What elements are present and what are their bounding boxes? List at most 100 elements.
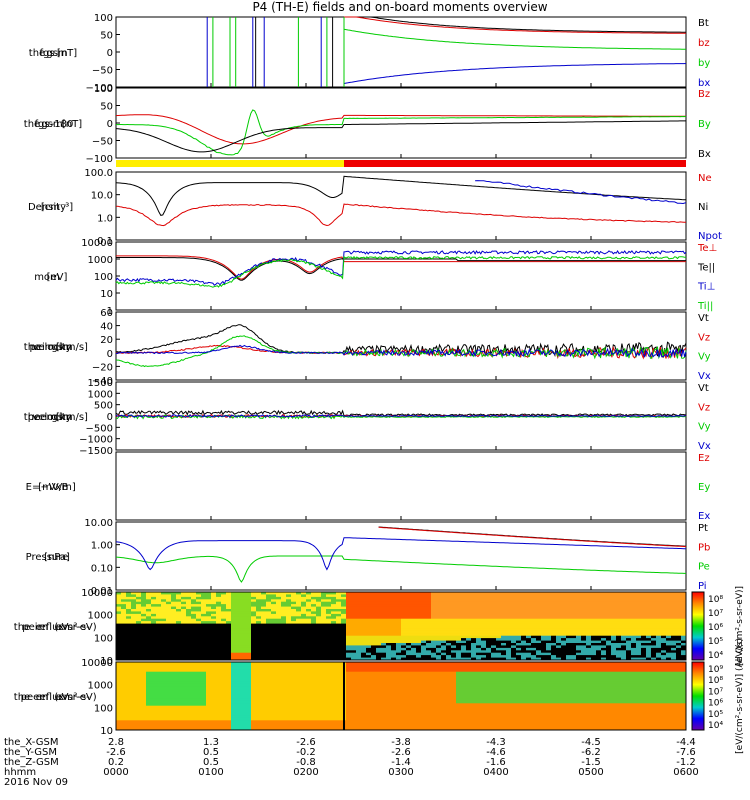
axis-row-value: -1.2 [676, 757, 696, 768]
axis-row-value: -2.6 [106, 747, 126, 758]
axis-row-value: 2.8 [108, 737, 124, 748]
ytick-label-temperature: 1000 [88, 255, 113, 266]
svg-text:[mV/m]: [mV/m] [38, 482, 76, 493]
series-bz [344, 16, 686, 34]
svg-text:eV: eV [56, 692, 69, 703]
svg-text:fgs: fgs [34, 119, 49, 130]
series-peem-Vx [115, 414, 687, 418]
ytick-label-fgs: 50 [100, 31, 113, 42]
svg-text:velocity: velocity [32, 412, 71, 423]
ytick-label-temperature: 10000 [81, 238, 113, 249]
figure-title: P4 (TH-E) fields and on-board moments ov… [252, 0, 548, 14]
axis-row-value: -1.5 [581, 757, 601, 768]
axis-row-value: -4.3 [486, 737, 506, 748]
axis-row-value: -2.6 [296, 737, 316, 748]
svg-text:velocity: velocity [32, 342, 71, 353]
svg-text:Pressure: Pressure [26, 552, 69, 563]
legend-temperature-0: Te⊥ [697, 243, 717, 254]
legend-temperature-1: Te|| [697, 262, 715, 273]
legend-peem_velocity-3: Vx [698, 441, 711, 452]
legend-temperature-2: Ti⊥ [697, 282, 715, 293]
svg-text:[eV]: [eV] [47, 272, 68, 283]
axis-row-value: -1.6 [486, 757, 506, 768]
ytick-label-peim_velocity: −20 [92, 362, 113, 373]
series-peim-Vx [115, 344, 687, 358]
ytick-label-fgs: −100 [86, 83, 113, 94]
ytick-label-pressure: 0.10 [91, 563, 113, 574]
svg-text:sr-eV): sr-eV) [67, 692, 96, 703]
ylabel-pressure: Pressure[nPa] [26, 552, 70, 563]
colorbar-tick: 10⁸ [708, 676, 723, 686]
svg-text:[cm⁻³]: [cm⁻³] [41, 202, 73, 213]
ytick-label-peem_velocity: 1500 [88, 378, 113, 389]
svg-text:peim: peim [29, 342, 54, 353]
legend-peem_velocity-1: Vz [698, 402, 710, 413]
svg-text:[nT]: [nT] [62, 119, 82, 130]
colorbar-tick: 10⁸ [708, 595, 723, 605]
legend-density-2: Npot [698, 231, 722, 242]
ytick-label-density: 1.0 [97, 213, 113, 224]
svg-text:[nT]: [nT] [57, 48, 77, 59]
axis-row-value: 0100 [198, 767, 223, 778]
svg-text:gsm: gsm [41, 119, 62, 130]
axis-row-value: 0500 [578, 767, 603, 778]
axis-row-label: the_Y-GSM [4, 747, 57, 758]
svg-text:(cm²-s-: (cm²-s- [54, 692, 90, 703]
panel-frame-density [115, 171, 687, 241]
series-peem-Vz [115, 413, 687, 419]
mode-bar-segment-0 [116, 160, 344, 167]
panel-frame-pressure [115, 521, 687, 591]
series-Ne [115, 203, 686, 227]
svg-text:E=−VxB: E=−VxB [26, 482, 69, 493]
axis-row-value: -3.8 [391, 737, 411, 748]
ytick-label-peim_velocity: 0 [107, 349, 113, 360]
legend-peim_velocity-3: Vx [698, 371, 711, 382]
svg-text:eflux: eflux [40, 692, 65, 703]
series-peem-Vy [115, 414, 687, 420]
series-Pb [378, 526, 687, 548]
ytick-label-peim_velocity: 60 [100, 308, 113, 319]
colorbar-tick: 10⁹ [708, 665, 723, 675]
ytick-label-fgs: 0 [107, 48, 113, 59]
ytick-label-density: 100.0 [84, 168, 113, 179]
svg-text:the: the [29, 48, 45, 59]
series-By [115, 109, 687, 156]
ylabel-temperature: mom[eV] [34, 272, 67, 283]
panel-frame-fgs [115, 16, 687, 88]
legend-fgs-3: bx [698, 78, 710, 89]
axis-row-label: the_Z-GSM [4, 757, 59, 768]
svg-text:[nPa]: [nPa] [44, 552, 70, 563]
series-bx [343, 63, 687, 84]
colorbar-tick: 10⁶ [708, 623, 723, 633]
ytick-label-peem_velocity: 0 [107, 412, 113, 423]
axis-row-value: -6.2 [581, 747, 601, 758]
series-Pi [115, 537, 686, 571]
legend-peem_velocity-2: Vy [698, 422, 711, 433]
colorbar-tick: 10⁴ [708, 651, 723, 661]
axis-row-value: 0.2 [108, 757, 124, 768]
legend-efield-1: Ey [698, 482, 710, 493]
legend-fgs-1: bz [698, 38, 710, 49]
svg-text:the: the [24, 119, 40, 130]
legend-fgs-0: Bt [698, 18, 709, 29]
series-Ni [115, 175, 687, 216]
svg-text:peir: peir [22, 622, 42, 633]
axis-row-value: -2.6 [391, 747, 411, 758]
ytick-label-peem_velocity: −1500 [79, 446, 113, 457]
ylabel-density: Density[cm⁻³] [28, 202, 73, 213]
ytick-label-density: 10.0 [91, 191, 113, 202]
ytick-label-fgs_theta: 0 [107, 119, 113, 130]
series-Npot [475, 180, 687, 205]
legend-fgs_theta-1: By [698, 119, 711, 130]
axis-row-value: -0.8 [296, 757, 316, 768]
ytick-label-fgs_theta: 50 [100, 102, 113, 113]
legend-peim_velocity-0: Vt [698, 313, 709, 324]
axis-row-value: 0.5 [203, 757, 219, 768]
spectrogram-peer [116, 662, 687, 731]
colorbar-tick: 10⁷ [708, 609, 723, 619]
